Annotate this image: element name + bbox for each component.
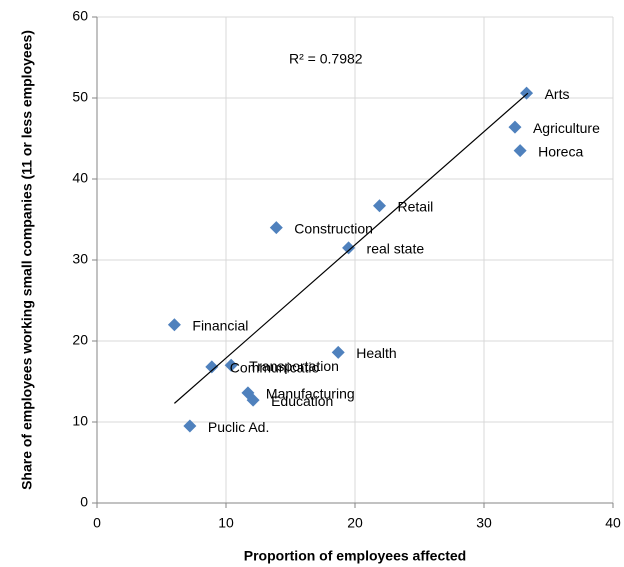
y-tick-label: 10 <box>72 413 88 429</box>
point <box>246 393 260 407</box>
trendline <box>174 92 529 404</box>
point-label: real state <box>367 241 425 257</box>
y-axis-title: Share of employees working small compani… <box>19 30 35 490</box>
point <box>331 345 345 359</box>
y-tick-label: 40 <box>72 170 88 186</box>
point-label: Communicatio <box>230 360 320 376</box>
x-tick-label: 20 <box>347 515 363 531</box>
point-label: Education <box>271 393 333 409</box>
point-label: Puclic Ad. <box>208 419 269 435</box>
y-tick-label: 0 <box>80 494 88 510</box>
point <box>183 419 197 433</box>
point <box>167 318 181 332</box>
point-label: Financial <box>192 318 248 334</box>
point <box>373 199 387 213</box>
point-label: Horeca <box>538 143 583 159</box>
x-axis-title: Proportion of employees affected <box>244 548 466 564</box>
r-squared: R² = 0.7982 <box>289 51 363 67</box>
x-tick-label: 0 <box>93 515 101 531</box>
y-tick-label: 60 <box>72 8 88 24</box>
point <box>269 221 283 235</box>
y-tick-label: 20 <box>72 332 88 348</box>
point <box>205 360 219 374</box>
x-tick-label: 40 <box>605 515 621 531</box>
point-label: Retail <box>398 198 434 214</box>
point-label: Agriculture <box>533 120 600 136</box>
point <box>342 241 356 255</box>
point <box>224 358 238 372</box>
point <box>513 144 527 158</box>
point-label: Health <box>356 345 396 361</box>
point <box>508 120 522 134</box>
y-tick-label: 30 <box>72 251 88 267</box>
point-label: Manufacturing <box>266 386 355 402</box>
point-label: Construction <box>294 220 373 236</box>
point-label: Transportation <box>249 358 339 374</box>
point-label: Arts <box>545 86 570 102</box>
x-tick-label: 30 <box>476 515 492 531</box>
x-tick-label: 10 <box>218 515 234 531</box>
y-tick-label: 50 <box>72 89 88 105</box>
